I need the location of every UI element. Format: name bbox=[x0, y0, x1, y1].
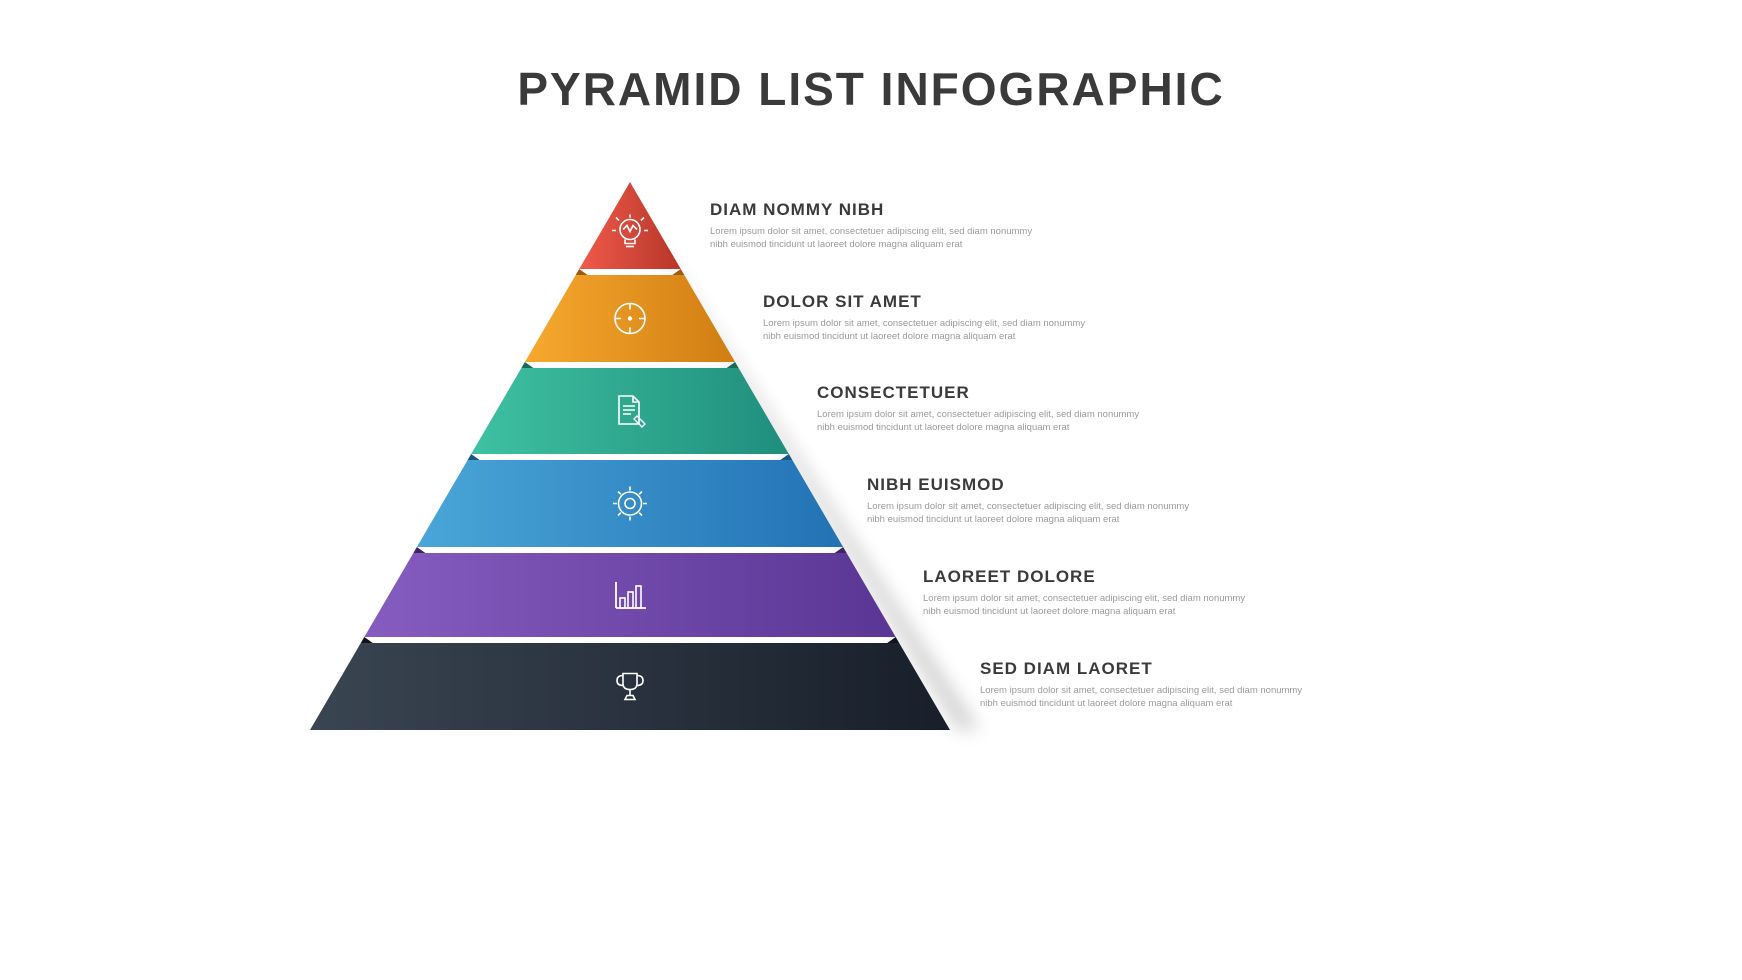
label-heading: NIBH EUISMOD bbox=[867, 475, 1207, 495]
label-heading: CONSECTETUER bbox=[817, 383, 1157, 403]
label-block-1: DIAM NOMMY NIBH Lorem ipsum dolor sit ame… bbox=[710, 200, 1050, 252]
label-block-2: DOLOR SIT AMET Lorem ipsum dolor sit amet… bbox=[763, 292, 1103, 344]
label-body: Lorem ipsum dolor sit amet, consectetuer… bbox=[710, 226, 1050, 252]
label-heading: SED DIAM LAORET bbox=[980, 659, 1320, 679]
label-body: Lorem ipsum dolor sit amet, consectetuer… bbox=[763, 318, 1103, 344]
label-block-3: CONSECTETUER Lorem ipsum dolor sit amet, … bbox=[817, 383, 1157, 435]
label-body: Lorem ipsum dolor sit amet, consectetuer… bbox=[867, 501, 1207, 527]
label-body: Lorem ipsum dolor sit amet, consectetuer… bbox=[923, 593, 1263, 619]
label-block-5: LAOREET DOLORE Lorem ipsum dolor sit amet… bbox=[923, 567, 1263, 619]
label-block-6: SED DIAM LAORET Lorem ipsum dolor sit ame… bbox=[980, 659, 1320, 711]
label-heading: DIAM NOMMY NIBH bbox=[710, 200, 1050, 220]
labels-container: DIAM NOMMY NIBH Lorem ipsum dolor sit ame… bbox=[0, 0, 1742, 980]
label-heading: DOLOR SIT AMET bbox=[763, 292, 1103, 312]
label-block-4: NIBH EUISMOD Lorem ipsum dolor sit amet, … bbox=[867, 475, 1207, 527]
label-body: Lorem ipsum dolor sit amet, consectetuer… bbox=[980, 685, 1320, 711]
label-body: Lorem ipsum dolor sit amet, consectetuer… bbox=[817, 409, 1157, 435]
label-heading: LAOREET DOLORE bbox=[923, 567, 1263, 587]
